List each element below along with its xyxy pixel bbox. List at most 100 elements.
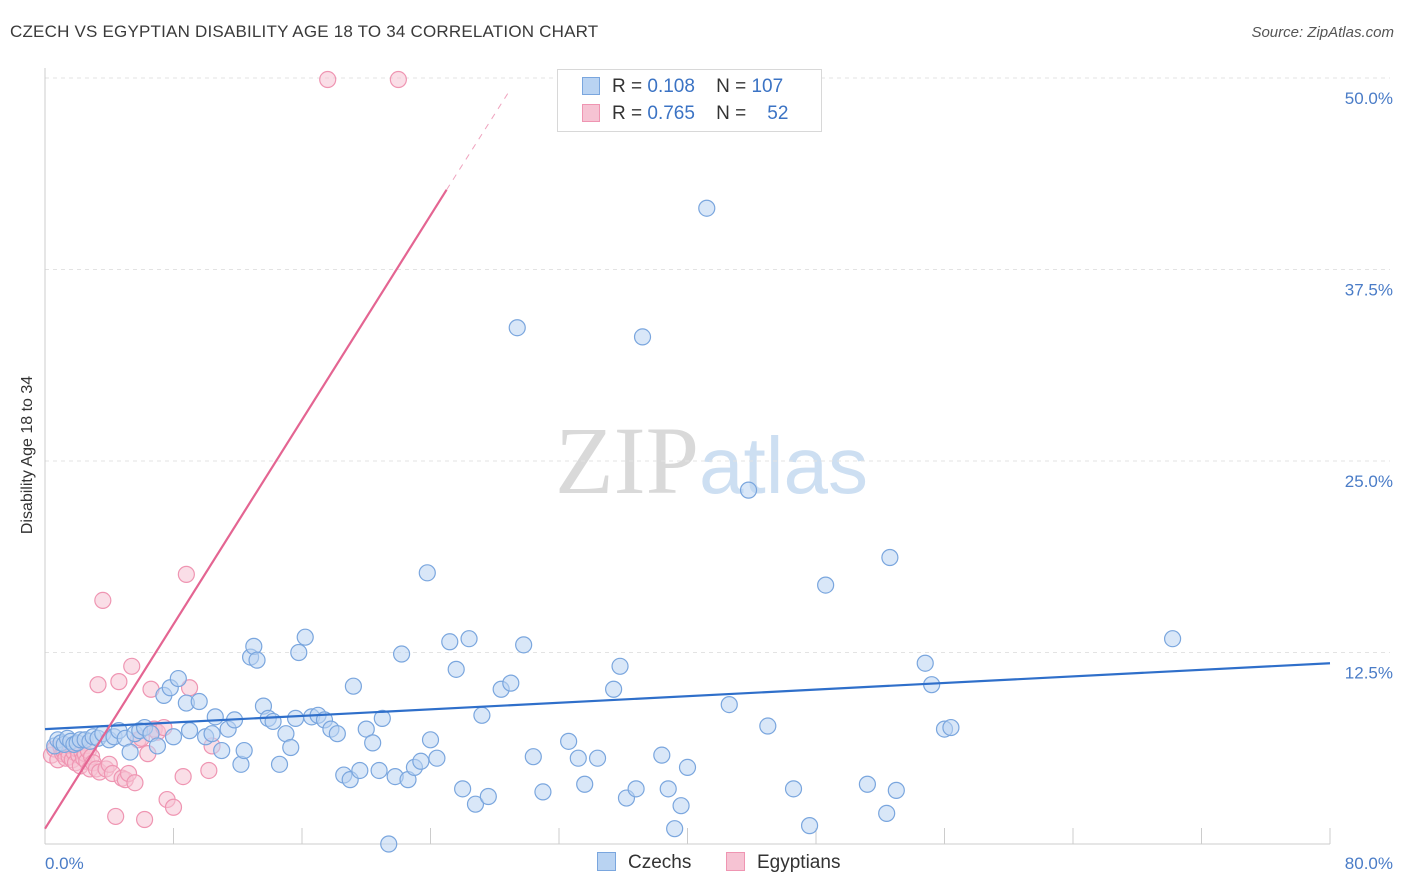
czechs-point	[190, 692, 208, 711]
legend-row-czechs: R = 0.108 N = 107	[582, 76, 783, 100]
legend-r-label: R =	[612, 76, 643, 97]
czechs-point	[270, 755, 289, 773]
czechs-point	[264, 712, 282, 731]
watermark-atlas: atlas	[699, 421, 868, 510]
czechs-point	[392, 645, 411, 663]
x-tick-label: 0.0%	[45, 854, 84, 873]
czechs-point	[373, 709, 391, 727]
czechs-point	[672, 797, 690, 815]
czechs-points	[46, 199, 1182, 853]
czechs-point	[653, 746, 671, 764]
czechs-point	[328, 725, 346, 743]
watermark-zip: ZIP	[555, 407, 699, 514]
czechs-point	[479, 787, 497, 806]
bottom-legend-swatch-egyptians	[726, 852, 745, 871]
czechs-point	[1163, 630, 1182, 648]
czechs-point	[344, 677, 362, 695]
czechs-point	[454, 780, 472, 798]
czechs-point	[942, 718, 960, 737]
legend-n-value: 107	[751, 76, 784, 97]
legend-n-value: 52	[767, 103, 789, 124]
czechs-point	[633, 328, 652, 346]
egyptians-point	[89, 676, 107, 694]
czechs-point	[560, 732, 578, 750]
egyptians-point	[126, 774, 144, 792]
czechs-point	[466, 795, 485, 813]
czechs-point	[659, 780, 677, 798]
czechs-point	[800, 817, 819, 835]
czechs-point	[698, 199, 716, 217]
egyptians-point	[200, 761, 218, 780]
czechs-point	[627, 780, 645, 798]
czechs-point	[418, 564, 436, 582]
legend-r-value: 0.108	[647, 76, 695, 97]
czechs-point	[235, 741, 253, 760]
czechs-point	[248, 651, 266, 669]
czechs-point	[296, 628, 314, 646]
legend-r-label: R =	[612, 103, 643, 124]
axes	[44, 68, 1331, 845]
legend-n-label: N =	[716, 103, 747, 124]
legend-swatch-egyptians	[582, 104, 600, 122]
czechs-point	[524, 748, 542, 766]
bottom-legend-egyptians: Egyptians	[726, 852, 840, 874]
czechs-point	[817, 576, 835, 594]
egyptians-points	[42, 70, 407, 829]
egyptians-point	[94, 591, 112, 610]
czechs-point	[213, 741, 231, 760]
y-tick-label: 25.0%	[1345, 472, 1393, 491]
bottom-legend-label: Egyptians	[757, 852, 841, 873]
egyptians-point	[110, 673, 128, 691]
czechs-point	[412, 752, 430, 770]
legend-r-value: 0.765	[647, 103, 695, 124]
egyptians-point	[177, 565, 195, 583]
czechs-point	[611, 657, 629, 675]
egyptians-point	[107, 807, 125, 826]
czechs-point	[576, 775, 594, 793]
czechs-point	[605, 680, 623, 698]
y-tick-label: 12.5%	[1345, 664, 1393, 683]
czechs-point	[739, 481, 758, 499]
czechs-point	[180, 722, 199, 740]
tick-labels: 12.5% 25.0% 37.5% 50.0% 0.0% 80.0%	[45, 89, 1393, 873]
trend-lines	[44, 88, 1331, 830]
bottom-legend-label: Czechs	[628, 852, 692, 873]
czechs-point	[441, 633, 459, 651]
czechs-point	[447, 660, 465, 678]
bottom-legend-swatch-czechs	[597, 852, 616, 871]
czechs-point	[881, 548, 899, 567]
chart-title: CZECH VS EGYPTIAN DISABILITY AGE 18 TO 3…	[10, 22, 599, 41]
czechs-point	[203, 725, 221, 743]
czechs-point	[164, 728, 183, 746]
czechs-point	[878, 804, 896, 822]
bottom-legend-czechs: Czechs	[597, 852, 691, 874]
legend: R = 0.108 N = 107 R = 0.765 N = 52	[557, 69, 822, 132]
source-label: Source: ZipAtlas.com	[1251, 24, 1394, 41]
egyptians-point	[174, 767, 192, 786]
czechs-point	[460, 630, 478, 648]
czechs-trend-line	[44, 662, 1331, 731]
czechs-point	[508, 319, 526, 337]
egyptians-point	[123, 657, 141, 675]
czechs-point	[534, 783, 552, 801]
egyptians-point	[164, 798, 183, 816]
watermark: ZIPatlas	[555, 405, 868, 516]
egyptians-trend-line	[44, 189, 448, 830]
czechs-point	[351, 761, 369, 780]
czechs-point	[148, 737, 167, 755]
czechs-point	[858, 775, 877, 793]
czechs-point	[428, 749, 446, 767]
czechs-point	[286, 709, 305, 727]
egyptians-point	[389, 70, 407, 89]
czechs-point	[370, 761, 388, 780]
egyptians-trend-extension	[446, 88, 512, 191]
czechs-point	[206, 708, 224, 726]
legend-swatch-czechs	[582, 77, 600, 95]
czechs-point	[364, 734, 382, 752]
czechs-point	[678, 758, 697, 777]
egyptians-point	[135, 810, 154, 829]
czechs-point	[759, 717, 777, 735]
czechs-point	[784, 780, 803, 798]
czechs-point	[121, 743, 139, 761]
grid	[45, 77, 1390, 653]
